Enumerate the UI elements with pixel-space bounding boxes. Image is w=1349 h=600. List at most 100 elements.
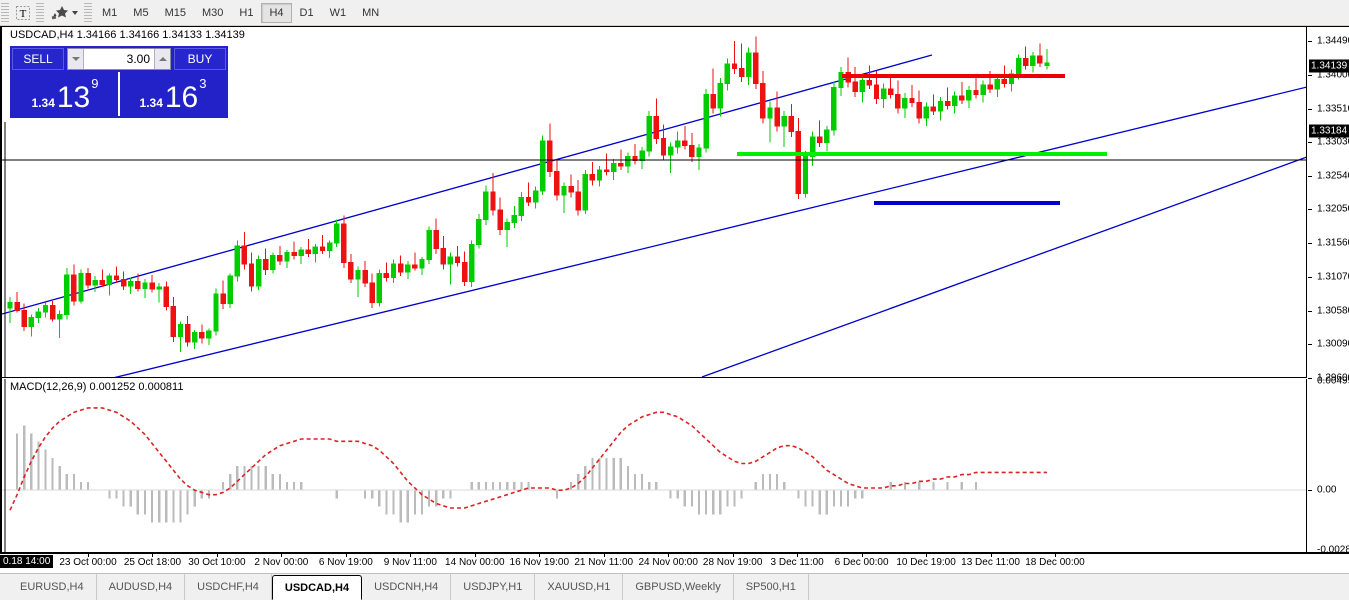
sell-price-display[interactable]: 1.34 13 9 — [12, 72, 118, 116]
volume-decrement-button[interactable] — [68, 49, 84, 69]
caret-down-icon — [71, 57, 80, 61]
time-tick — [345, 554, 347, 557]
candle — [554, 159, 560, 201]
macd-pane[interactable]: MACD(12,26,9) 0.001252 0.000811 — [2, 379, 1307, 554]
candle-body — [135, 281, 141, 290]
candle — [1037, 43, 1043, 67]
candle — [120, 271, 127, 290]
timeframe-w1[interactable]: W1 — [329, 6, 347, 19]
candle — [582, 170, 589, 215]
chart-window[interactable]: USDCAD,H4 1.34166 1.34166 1.34133 1.3413… — [0, 26, 1349, 556]
candle-body — [902, 98, 908, 109]
time-axis-label: 6 Nov 19:00 — [318, 557, 373, 568]
candle-body — [284, 252, 290, 262]
price-axis-label: 1.31070 — [1317, 271, 1349, 283]
candle-body — [767, 107, 773, 119]
chart-tab-usdchf-h4[interactable]: USDCHF,H4 — [185, 574, 272, 600]
timeframe-m30[interactable]: M30 — [201, 6, 224, 19]
candle-body — [873, 84, 880, 100]
candle-body — [817, 136, 823, 144]
candle — [42, 302, 49, 318]
candle — [909, 84, 915, 107]
time-tick — [410, 554, 412, 557]
volume-stepper[interactable]: 3.00 — [67, 48, 171, 70]
buy-button[interactable]: BUY — [174, 48, 226, 70]
time-axis-label: 6 Dec 00:00 — [834, 557, 889, 568]
candle — [603, 153, 610, 176]
candle-body — [199, 332, 205, 339]
volume-increment-button[interactable] — [154, 49, 170, 69]
chart-tab-gbpusd-weekly[interactable]: GBPUSD,Weekly — [623, 574, 734, 600]
candle-body — [909, 98, 915, 104]
candle-body — [930, 106, 937, 112]
time-axis-label: 21 Nov 11:00 — [574, 557, 634, 568]
candle — [923, 102, 929, 127]
macd-axis-label: -0.002868 — [1317, 544, 1349, 556]
candle-body — [589, 173, 596, 181]
timeframe-m1[interactable]: M1 — [102, 6, 118, 19]
toolbar-grip-2[interactable] — [36, 2, 44, 23]
channel2-lower[interactable] — [701, 156, 1307, 377]
time-axis-label: 10 Dec 19:00 — [896, 557, 956, 568]
timeframe-m15[interactable]: M15 — [164, 6, 186, 19]
macd-signal-line — [9, 407, 1047, 511]
timeframe-h4[interactable]: H4 — [261, 2, 292, 23]
buy-price-base: 1.34 — [139, 96, 163, 110]
candle — [760, 71, 766, 124]
candle — [660, 124, 667, 161]
candle-body — [106, 275, 113, 285]
candle — [177, 321, 184, 352]
candle-body — [504, 221, 510, 230]
candle-body — [220, 293, 226, 305]
time-axis[interactable]: 23 Oct 00:00 25 Oct 18:00 30 Oct 10:00 2 No… — [0, 553, 1349, 573]
toolbar-grip-3[interactable] — [84, 2, 92, 23]
objects-icon[interactable] — [46, 2, 83, 24]
candle — [433, 218, 439, 255]
chart-tab-usdcad-h4[interactable]: USDCAD,H4 — [271, 575, 363, 600]
candle-body — [277, 254, 283, 262]
price-axis-label: 1.32050 — [1317, 203, 1349, 215]
time-axis-label: 18 Dec 00:00 — [1025, 557, 1085, 568]
candle-body — [120, 279, 127, 287]
price-tick — [1308, 108, 1312, 110]
candle — [717, 77, 723, 117]
candle-body — [880, 88, 887, 100]
one-click-trading-panel[interactable]: SELL 3.00 BUY 1.34 13 9 1.34 16 3 — [10, 46, 228, 118]
candle-body — [760, 82, 766, 119]
candle-body — [206, 330, 212, 339]
sell-button[interactable]: SELL — [12, 48, 64, 70]
chart-tab-usdjpy-h1[interactable]: USDJPY,H1 — [451, 574, 536, 600]
candle-body — [64, 274, 70, 316]
timeframe-d1[interactable]: D1 — [299, 6, 314, 19]
timeframe-mn[interactable]: MN — [362, 6, 380, 19]
chart-tab-audusd-h4[interactable]: AUDUSD,H4 — [96, 574, 186, 600]
chart-tab-usdcnh-h4[interactable]: USDCNH,H4 — [362, 574, 452, 600]
buy-price-display[interactable]: 1.34 16 3 — [118, 72, 226, 116]
oct-controls-row: SELL 3.00 BUY — [10, 46, 228, 72]
candle-body — [653, 115, 660, 139]
chevron-down-icon[interactable] — [72, 10, 78, 15]
candle-body — [703, 93, 709, 149]
candle-body — [163, 286, 169, 307]
candle — [419, 256, 425, 275]
candle-body — [476, 219, 482, 245]
price-chart-canvas[interactable] — [2, 27, 1307, 378]
chart-tab-xauusd-h1[interactable]: XAUUSD,H1 — [535, 574, 624, 600]
macd-axis[interactable]: 0.004999 0.00 -0.002868 — [1308, 376, 1349, 556]
price-axis[interactable]: 1.34490 1.34000 1.33510 1.33030 1.32540 1.320… — [1308, 27, 1349, 384]
channel-lower[interactable] — [2, 86, 1307, 378]
time-tick — [990, 554, 992, 557]
chart-tab-eurusd-h4[interactable]: EURUSD,H4 — [8, 574, 97, 600]
chart-tab-sp500-h1[interactable]: SP500,H1 — [733, 574, 809, 600]
toolbar-grip[interactable] — [1, 2, 9, 23]
timeframe-m5[interactable]: M5 — [133, 6, 149, 19]
candle — [774, 91, 780, 132]
candle-body — [1008, 73, 1015, 84]
volume-input[interactable]: 3.00 — [126, 52, 150, 66]
crosshair-text-icon[interactable]: T — [11, 2, 35, 24]
macd-chart-canvas[interactable] — [2, 379, 1307, 554]
price-pane[interactable]: USDCAD,H4 1.34166 1.34166 1.34133 1.3413… — [2, 27, 1307, 378]
candle — [944, 87, 951, 110]
candle-body — [78, 272, 84, 302]
timeframe-h1[interactable]: H1 — [239, 6, 254, 19]
